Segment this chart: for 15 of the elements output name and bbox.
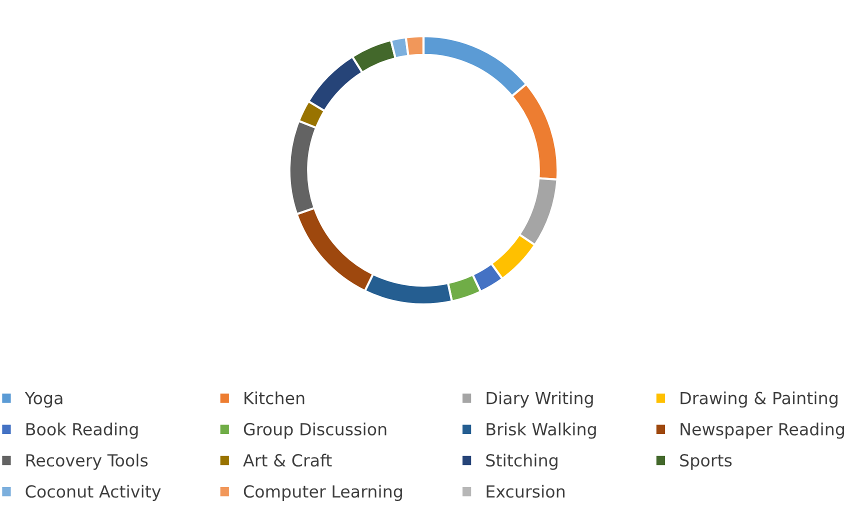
legend-label: Diary Writing bbox=[486, 391, 593, 408]
legend-label: Kitchen bbox=[244, 391, 304, 404]
legend-label: Drawing & Painting bbox=[680, 391, 838, 408]
legend-label: Recovery Tools bbox=[26, 454, 148, 470]
legend-label: Art & Craft bbox=[243, 454, 332, 467]
legend-label: Newspaper Reading bbox=[680, 422, 844, 439]
legend-label: Yoga bbox=[24, 392, 62, 408]
legend-label: Book Reading bbox=[26, 422, 138, 439]
legend-label: Excursion bbox=[486, 484, 564, 498]
legend-label: Computer Learning bbox=[244, 484, 402, 501]
legend-label: Brisk Walking bbox=[486, 422, 596, 439]
legend-label: Coconut Activity bbox=[26, 484, 161, 501]
legend-label: Group Discussion bbox=[244, 422, 386, 439]
legend-label: Stitching bbox=[486, 454, 558, 470]
legend-label: Sports bbox=[680, 454, 732, 470]
